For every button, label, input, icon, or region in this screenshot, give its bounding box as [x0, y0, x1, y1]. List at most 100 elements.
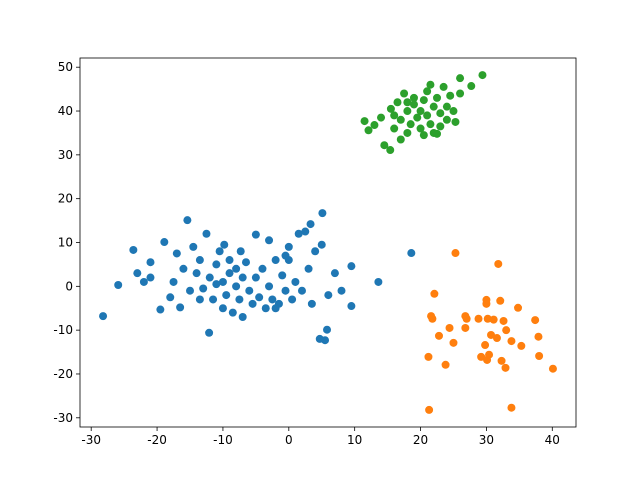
point — [241, 258, 250, 267]
x-tick-label: 0 — [285, 433, 293, 447]
point — [248, 299, 257, 308]
point — [497, 356, 506, 365]
point — [146, 258, 155, 267]
point — [534, 332, 543, 341]
point — [315, 334, 324, 343]
point — [205, 273, 214, 282]
point — [396, 115, 405, 124]
point — [330, 269, 339, 278]
point — [413, 113, 422, 122]
point — [265, 236, 274, 245]
point — [442, 102, 451, 111]
point — [265, 282, 274, 291]
point — [278, 271, 287, 280]
point — [390, 111, 399, 120]
point — [400, 89, 409, 98]
point — [416, 107, 425, 116]
point — [232, 264, 241, 273]
point — [281, 286, 290, 295]
point — [347, 262, 356, 271]
point — [215, 247, 224, 256]
point — [255, 293, 264, 302]
point — [396, 135, 405, 144]
point — [220, 240, 229, 249]
point — [245, 286, 254, 295]
point — [232, 282, 241, 291]
point — [441, 360, 450, 369]
point — [423, 87, 432, 96]
point — [403, 107, 412, 116]
point — [482, 299, 491, 308]
point — [156, 305, 165, 314]
point — [294, 229, 303, 238]
y-tick-label: 40 — [58, 104, 73, 118]
point — [535, 352, 544, 361]
point — [507, 403, 516, 412]
point — [434, 331, 443, 340]
point — [189, 242, 198, 251]
point — [225, 269, 234, 278]
point — [169, 277, 178, 286]
point — [436, 109, 445, 118]
point — [501, 363, 510, 372]
point — [429, 102, 438, 111]
point — [139, 277, 148, 286]
points — [99, 71, 557, 414]
point — [199, 284, 208, 293]
point — [386, 104, 395, 113]
point — [166, 293, 175, 302]
point — [436, 122, 445, 131]
point — [192, 269, 201, 278]
point — [446, 91, 455, 100]
point — [407, 249, 416, 258]
point — [238, 313, 247, 322]
point — [195, 295, 204, 304]
point — [186, 286, 195, 295]
point — [323, 325, 332, 334]
y-tick-label: -30 — [53, 411, 73, 425]
point — [502, 326, 511, 335]
point — [304, 264, 313, 273]
point — [483, 314, 492, 323]
point — [268, 295, 277, 304]
point — [531, 316, 540, 325]
point — [514, 303, 523, 312]
point — [461, 323, 470, 332]
point — [218, 277, 227, 286]
point — [209, 295, 218, 304]
point — [451, 117, 460, 126]
y-tick-label: -10 — [53, 323, 73, 337]
point — [483, 355, 492, 364]
y-tick-label: 10 — [58, 236, 73, 250]
point — [419, 96, 428, 105]
point — [426, 120, 435, 129]
point — [403, 128, 412, 137]
point — [548, 364, 557, 373]
point — [146, 273, 155, 282]
point — [487, 330, 496, 339]
point — [307, 299, 316, 308]
x-tick-label: -10 — [213, 433, 233, 447]
point — [478, 71, 487, 80]
y-tick-label: 0 — [65, 279, 73, 293]
point — [284, 242, 293, 251]
x-tick-label: 20 — [413, 433, 428, 447]
point — [238, 273, 247, 282]
point — [225, 256, 234, 265]
point — [477, 352, 486, 361]
point — [442, 115, 451, 124]
point — [507, 337, 516, 346]
point — [235, 295, 244, 304]
point — [99, 312, 108, 321]
point — [406, 120, 415, 129]
point — [430, 289, 439, 298]
point — [449, 338, 458, 347]
point — [424, 352, 433, 361]
point — [433, 129, 442, 138]
point — [462, 314, 471, 323]
point — [517, 341, 526, 350]
point — [364, 126, 373, 135]
point — [297, 286, 306, 295]
point — [271, 256, 280, 265]
point — [492, 334, 501, 343]
